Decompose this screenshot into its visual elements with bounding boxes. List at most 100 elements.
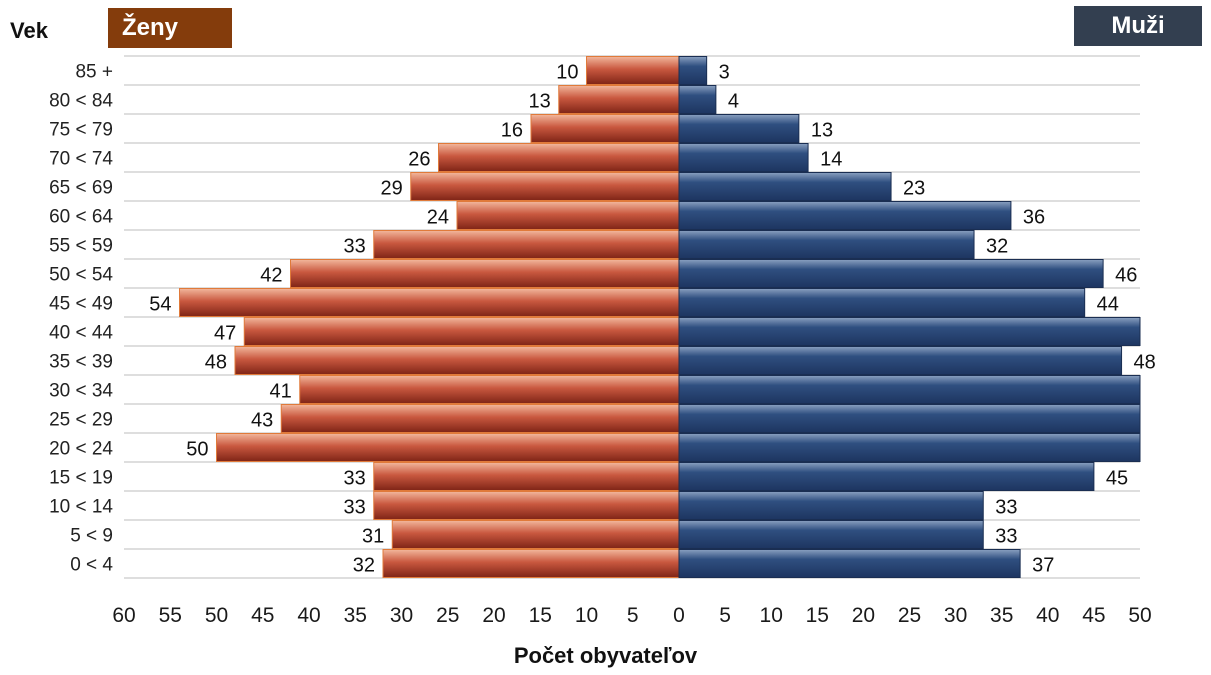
category-label: 60 < 64 [49,207,113,228]
male-bar [678,201,1012,230]
x-tick-label: 50 [205,604,228,627]
male-bar [678,317,1141,346]
category-label: 0 < 4 [70,555,113,576]
x-tick-label: 45 [1082,604,1105,627]
male-bar [678,491,984,520]
female-bar [373,462,680,491]
x-tick-label: 10 [575,604,598,627]
female-value-bg [197,349,233,374]
male-bar [678,114,800,143]
male-value-label: 33 [995,526,1017,548]
category-label: 80 < 84 [49,91,113,112]
female-value-label: 42 [260,265,282,287]
female-value-bg [548,59,585,84]
female-value-label: 33 [344,497,366,519]
x-tick-label: 55 [159,604,182,627]
category-label: 55 < 59 [49,236,113,257]
female-bar [290,259,680,288]
male-value-label: 4 [728,91,739,113]
female-value-bg [206,320,243,345]
x-tick-label: 20 [852,604,875,627]
male-bar [678,143,809,172]
x-tick-label: 15 [529,604,552,627]
x-tick-label: 25 [898,604,921,627]
female-value-bg [335,465,372,490]
female-value-label: 48 [205,352,227,374]
female-value-label: 43 [251,410,273,432]
female-value-bg [178,436,215,461]
male-value-bg [985,523,1024,548]
female-value-bg [243,407,280,432]
category-label: 40 < 44 [49,323,113,344]
female-bar [438,143,680,172]
female-value-bg [261,378,298,403]
female-bar [586,56,680,85]
male-value-bg [985,494,1024,519]
female-bar [179,288,680,317]
female-value-bg [400,146,437,171]
female-value-label: 47 [214,323,236,345]
female-value-label: 26 [408,149,430,171]
male-value-bg [1022,552,1061,577]
female-value-bg [419,204,455,229]
male-bar [678,404,1141,433]
male-bar [678,549,1021,578]
female-bar [299,375,680,404]
female-value-bg [252,262,289,287]
male-value-label: 14 [820,149,842,171]
male-value-label: 45 [1106,468,1128,490]
female-value-label: 33 [344,468,366,490]
female-bar [373,230,680,259]
male-bar [678,172,892,201]
female-bar [410,172,680,201]
x-tick-label: 25 [436,604,459,627]
x-tick-label: 30 [390,604,413,627]
male-value-label: 13 [811,120,833,142]
male-value-label: 32 [986,236,1008,258]
male-value-bg [1105,262,1144,287]
x-tick-label: 30 [944,604,967,627]
category-label: 10 < 14 [49,497,113,518]
female-value-label: 29 [381,178,403,200]
category-label: 5 < 9 [70,526,113,547]
female-value-bg [372,175,409,200]
category-label: 30 < 34 [49,381,113,402]
male-bar [678,520,984,549]
male-value-label: 44 [1097,294,1119,316]
category-label: 15 < 19 [49,468,113,489]
female-bar [243,317,680,346]
category-label: 70 < 74 [49,149,113,170]
male-bar [678,56,708,85]
female-value-bg [335,494,372,519]
male-value-bg [800,117,839,142]
male-value-label: 3 [719,62,730,84]
x-tick-label: 15 [806,604,829,627]
female-bar [456,201,680,230]
female-bar [558,85,680,114]
category-label: 85 + [75,62,113,83]
male-value-bg [717,88,744,113]
male-value-label: 36 [1023,207,1045,229]
female-bar [280,404,680,433]
x-tick-label: 10 [760,604,783,627]
category-label: 45 < 49 [49,294,113,315]
x-tick-label: 5 [627,604,639,627]
x-tick-label: 60 [112,604,135,627]
male-bar [678,230,975,259]
category-label: 20 < 24 [49,439,113,460]
y-axis-title: Vek [10,18,48,43]
male-value-bg [708,59,735,84]
female-value-bg [354,523,391,548]
male-bar [678,259,1104,288]
female-value-label: 16 [501,120,523,142]
male-value-bg [1095,465,1134,490]
category-label: 50 < 54 [49,265,113,286]
x-tick-label: 40 [1036,604,1059,627]
x-tick-label: 5 [719,604,731,627]
female-value-label: 10 [556,62,578,84]
x-tick-label: 35 [990,604,1013,627]
male-bar [678,462,1095,491]
female-bar [234,346,680,375]
x-axis-title: Počet obyvateľov [513,643,698,668]
